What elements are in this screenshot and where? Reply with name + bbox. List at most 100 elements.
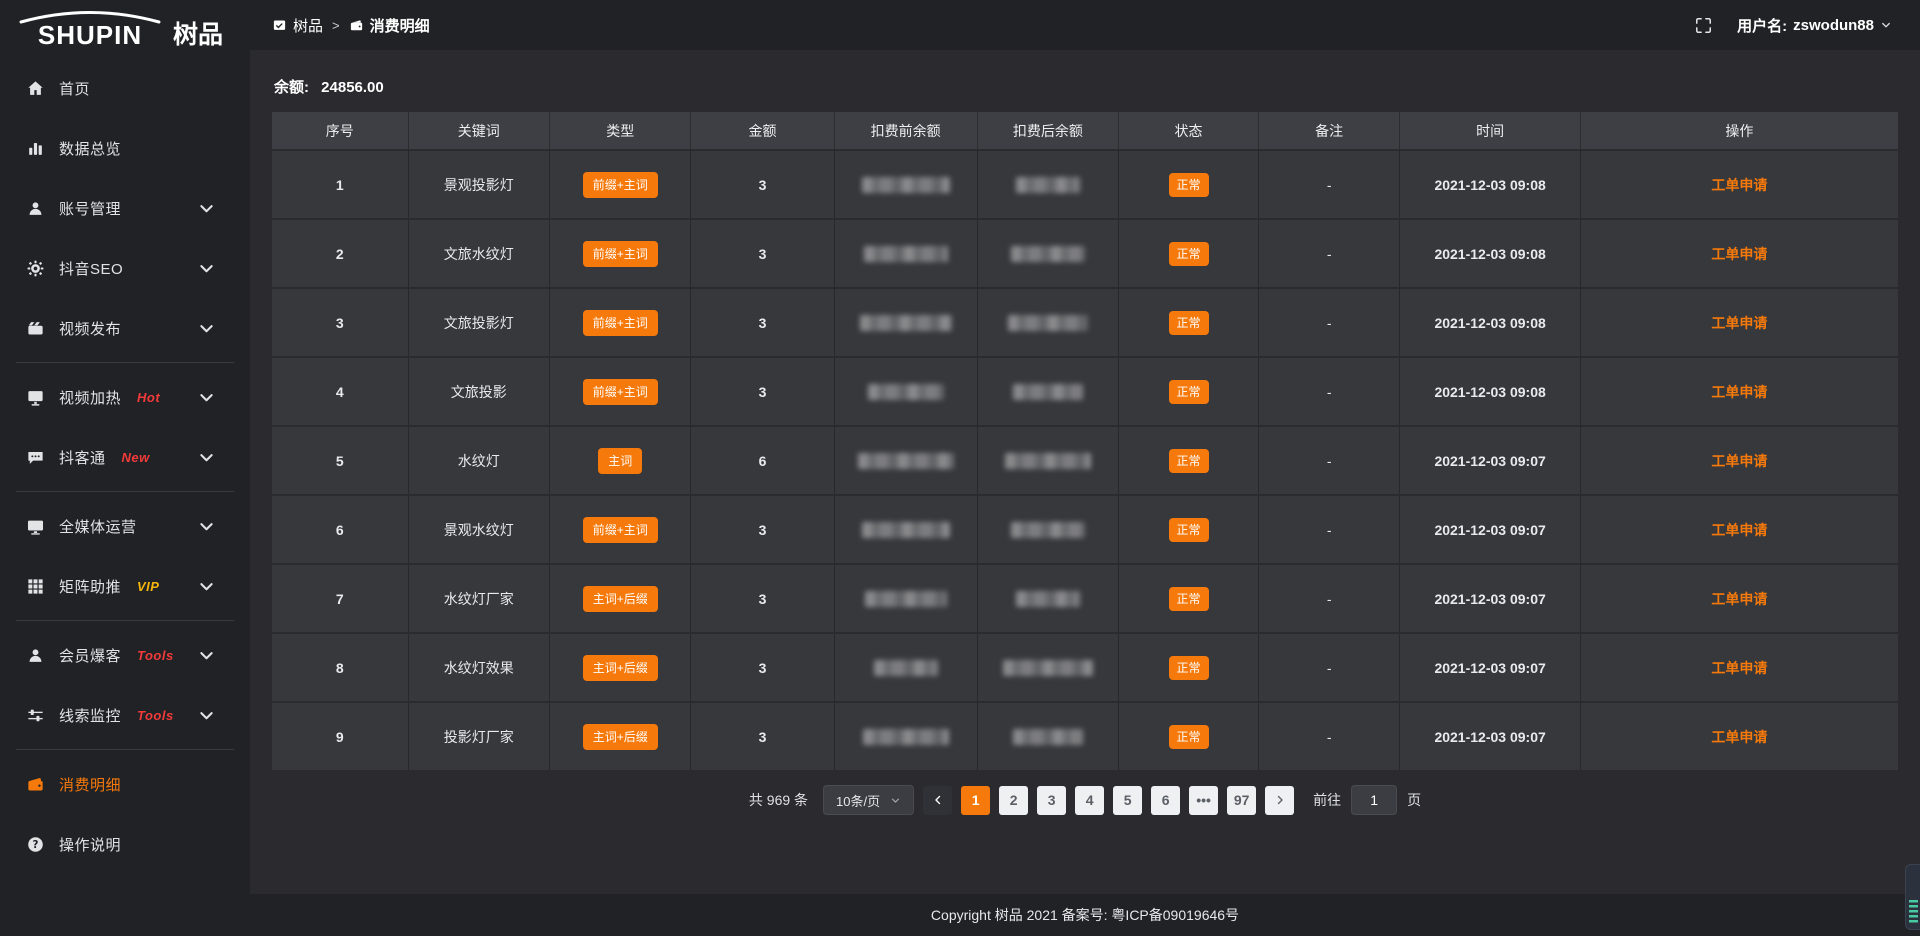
ticket-apply-link[interactable]: 工单申请 bbox=[1711, 659, 1768, 676]
sidebar-item-douketong[interactable]: 抖客通 New bbox=[0, 427, 250, 487]
sidebar-item-label: 全媒体运营 bbox=[59, 518, 137, 536]
app-logo[interactable]: SHUPIN 树品 bbox=[0, 0, 250, 50]
copyright-text: Copyright 树品 2021 备案号: 粤ICP备09019646号 bbox=[930, 907, 1240, 923]
column-header: 类型 bbox=[550, 112, 692, 149]
prev-page-button[interactable] bbox=[923, 785, 953, 815]
type-badge: 前缀+主词 bbox=[582, 171, 658, 198]
consume-table: 序号 关键词 类型 金额 扣费前余额 扣费后余额 状态 备注 时间 操作 1 景观投影灯 前缀+主词 3… bbox=[272, 112, 1898, 770]
cell-keyword: 水纹灯厂家 bbox=[408, 563, 551, 632]
cell-remark: - bbox=[1258, 425, 1401, 494]
cell-status: 正常 bbox=[1119, 287, 1259, 356]
cell-time: 2021-12-03 09:08 bbox=[1400, 218, 1581, 287]
ticket-apply-link[interactable]: 工单申请 bbox=[1711, 383, 1768, 400]
sidebar-item-label: 账号管理 bbox=[59, 200, 122, 218]
user-label: 用户名: bbox=[1737, 17, 1788, 35]
cell-action: 工单申请 bbox=[1580, 356, 1898, 425]
ticket-apply-link[interactable]: 工单申请 bbox=[1711, 245, 1768, 262]
cell-time: 2021-12-03 09:07 bbox=[1400, 632, 1581, 701]
column-header: 状态 bbox=[1119, 112, 1259, 149]
page-button-97[interactable]: 97 bbox=[1227, 785, 1257, 815]
sidebar-item-consume-detail[interactable]: 消费明细 bbox=[0, 754, 250, 814]
cell-type: 主词+后缀 bbox=[550, 563, 692, 632]
chevron-down-icon bbox=[197, 577, 216, 596]
sidebar-item-data-overview[interactable]: 数据总览 bbox=[0, 118, 250, 178]
cell-time: 2021-12-03 09:08 bbox=[1400, 356, 1581, 425]
table-body: 1 景观投影灯 前缀+主词 3 正常 -2021-12-03 09:08 工单申请 2 文旅水纹… bbox=[272, 149, 1898, 770]
page-button-3[interactable]: 3 bbox=[1037, 785, 1067, 815]
column-header: 序号 bbox=[272, 112, 409, 149]
masked-balance-before bbox=[864, 591, 947, 608]
page-ellipsis-button[interactable]: ••• bbox=[1189, 785, 1219, 815]
sidebar-item-badge: New bbox=[121, 449, 150, 465]
chevron-down-icon bbox=[197, 388, 216, 407]
ticket-apply-link[interactable]: 工单申请 bbox=[1711, 521, 1768, 538]
sidebar-item-media-operation[interactable]: 全媒体运营 bbox=[0, 496, 250, 556]
gear-icon bbox=[26, 259, 45, 278]
chat-icon bbox=[26, 448, 45, 467]
page-button-4[interactable]: 4 bbox=[1075, 785, 1105, 815]
sidebar-item-account-manage[interactable]: 账号管理 bbox=[0, 178, 250, 238]
service-widget[interactable] bbox=[1905, 864, 1920, 930]
ticket-apply-link[interactable]: 工单申请 bbox=[1711, 176, 1768, 193]
sidebar-item-matrix-boost[interactable]: 矩阵助推 VIP bbox=[0, 556, 250, 616]
chevron-down-icon bbox=[197, 319, 216, 338]
status-badge: 正常 bbox=[1168, 172, 1209, 197]
masked-balance-before bbox=[867, 384, 944, 401]
cell-balance-after bbox=[977, 425, 1120, 494]
user-dropdown[interactable]: 用户名: zswodun88 bbox=[1737, 15, 1892, 36]
sidebar-item-video-publish[interactable]: 视频发布 bbox=[0, 298, 250, 358]
chevron-down-icon bbox=[197, 259, 216, 278]
logo-text-cn: 树品 bbox=[173, 20, 224, 49]
cell-type: 前缀+主词 bbox=[550, 287, 692, 356]
sidebar-item-home[interactable]: 首页 bbox=[0, 58, 250, 118]
status-badge: 正常 bbox=[1168, 310, 1209, 335]
ticket-apply-link[interactable]: 工单申请 bbox=[1711, 314, 1768, 331]
ticket-apply-link[interactable]: 工单申请 bbox=[1711, 452, 1768, 469]
page-size-select[interactable]: 10条/页 bbox=[823, 785, 915, 815]
cell-type: 主词+后缀 bbox=[550, 632, 692, 701]
pagination-total: 共 969 条 bbox=[748, 792, 809, 808]
table-row: 5 水纹灯 主词 6 正常 -2021-12-03 09:07 工单申请 bbox=[272, 425, 1898, 494]
goto-page-input[interactable] bbox=[1351, 785, 1398, 815]
logo-text-en: SHUPIN bbox=[37, 20, 143, 50]
sidebar: SHUPIN 树品 首页 数据总览账号管理抖音SEO 视频发布视频加热 Hot 抖客通 N… bbox=[0, 0, 250, 936]
sidebar-item-label: 会员爆客 bbox=[59, 647, 122, 665]
cell-balance-before bbox=[834, 218, 978, 287]
cell-remark: - bbox=[1258, 701, 1401, 770]
chevron-down-icon bbox=[197, 517, 216, 536]
widget-stripes-icon bbox=[1908, 900, 1918, 924]
next-page-button[interactable] bbox=[1265, 785, 1295, 815]
cell-status: 正常 bbox=[1119, 701, 1259, 770]
cell-keyword: 水纹灯 bbox=[408, 425, 551, 494]
masked-balance-before bbox=[859, 315, 952, 332]
ticket-apply-link[interactable]: 工单申请 bbox=[1711, 728, 1768, 745]
sidebar-divider bbox=[16, 362, 234, 363]
sidebar-item-operation-guide[interactable]: ? 操作说明 bbox=[0, 814, 250, 874]
page-button-2[interactable]: 2 bbox=[999, 785, 1029, 815]
page-button-1[interactable]: 1 bbox=[961, 785, 991, 815]
page-button-5[interactable]: 5 bbox=[1113, 785, 1143, 815]
sidebar-item-clue-monitor[interactable]: 线索监控 Tools bbox=[0, 685, 250, 745]
cell-action: 工单申请 bbox=[1580, 494, 1898, 563]
cell-time: 2021-12-03 09:07 bbox=[1400, 701, 1581, 770]
fullscreen-icon[interactable] bbox=[1693, 15, 1713, 35]
ticket-apply-link[interactable]: 工单申请 bbox=[1711, 590, 1768, 607]
page-button-6[interactable]: 6 bbox=[1151, 785, 1181, 815]
sidebar-divider bbox=[16, 620, 234, 621]
cell-action: 工单申请 bbox=[1580, 563, 1898, 632]
breadcrumb-current-label: 消费明细 bbox=[369, 17, 430, 35]
cell-balance-before bbox=[834, 701, 978, 770]
sidebar-item-video-heat[interactable]: 视频加热 Hot bbox=[0, 367, 250, 427]
status-badge: 正常 bbox=[1168, 586, 1209, 611]
sidebar-item-member-baoke[interactable]: 会员爆客 Tools bbox=[0, 625, 250, 685]
cell-status: 正常 bbox=[1119, 149, 1259, 218]
sidebar-item-douyin-seo[interactable]: 抖音SEO bbox=[0, 238, 250, 298]
cell-balance-after bbox=[977, 494, 1120, 563]
cell-status: 正常 bbox=[1119, 563, 1259, 632]
breadcrumb-root[interactable]: 树品 bbox=[272, 15, 323, 36]
cell-amount: 3 bbox=[691, 701, 835, 770]
app-window-icon bbox=[272, 18, 287, 33]
cell-amount: 3 bbox=[691, 287, 835, 356]
member-icon bbox=[26, 646, 45, 665]
cell-no: 2 bbox=[272, 218, 409, 287]
